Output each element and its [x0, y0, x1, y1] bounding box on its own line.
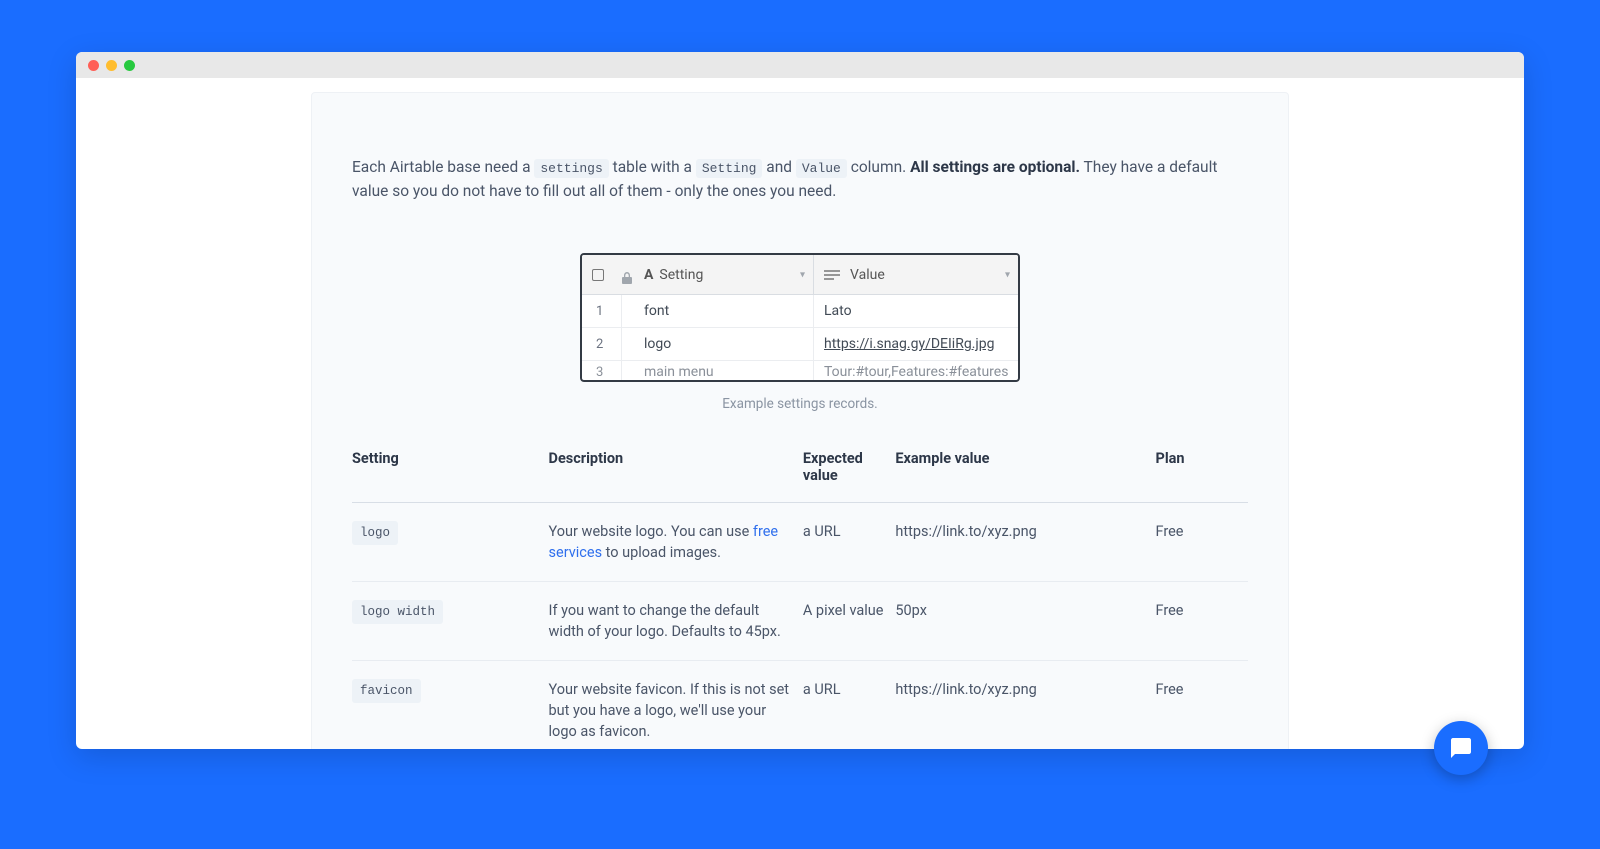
cell-description: If you want to change the default width … — [549, 582, 803, 661]
longtext-icon — [824, 269, 840, 281]
cell-setting-name: favicon — [352, 661, 549, 749]
cell-setting[interactable]: logo — [622, 328, 814, 360]
select-all-checkbox[interactable] — [592, 269, 604, 281]
close-window-dot[interactable] — [88, 60, 99, 71]
cell-expected: a URL — [803, 661, 895, 749]
intro-text: Each Airtable base need a — [352, 158, 534, 176]
chat-button[interactable] — [1434, 721, 1488, 775]
intro-text: table with a — [609, 158, 696, 176]
cell-expected: a URL — [803, 503, 895, 582]
th-description: Description — [549, 442, 803, 503]
airtable-row-partial: 3main menuTour:#tour,Features:#features — [582, 361, 1018, 380]
table-row: logo width If you want to change the defa… — [352, 582, 1248, 661]
table-row: logo Your website logo. You can use free … — [352, 503, 1248, 582]
row-number: 1 — [582, 295, 622, 327]
airtable-header-value[interactable]: Value ▾ — [814, 255, 1018, 294]
cell-setting-name: logo width — [352, 582, 549, 661]
chevron-down-icon[interactable]: ▾ — [800, 269, 805, 280]
cell-setting[interactable]: font — [622, 295, 814, 327]
cell-example: 50px — [895, 582, 1155, 661]
cell-plan: Free — [1155, 661, 1248, 749]
table-row: favicon Your website favicon. If this is … — [352, 661, 1248, 749]
row-number: 3 — [582, 361, 622, 380]
cell-example: https://link.to/xyz.png — [895, 503, 1155, 582]
th-setting: Setting — [352, 442, 549, 503]
th-example: Example value — [895, 442, 1155, 503]
cell-setting: main menu — [622, 361, 814, 380]
intro-paragraph: Each Airtable base need a settings table… — [352, 155, 1248, 203]
cell-setting-name: logo — [352, 503, 549, 582]
table-header-row: Setting Description Expected value Examp… — [352, 442, 1248, 503]
setting-chip: logo — [352, 521, 398, 545]
cell-expected: A pixel value — [803, 582, 895, 661]
airtable-row[interactable]: 1fontLato — [582, 295, 1018, 328]
row-number: 2 — [582, 328, 622, 360]
th-expected: Expected value — [803, 442, 895, 503]
chat-icon — [1449, 736, 1473, 760]
cell-description: Your website favicon. If this is not set… — [549, 661, 803, 749]
window-titlebar — [76, 52, 1524, 78]
cell-plan: Free — [1155, 582, 1248, 661]
text-field-icon: A — [644, 267, 653, 283]
cell-value: Tour:#tour,Features:#features — [814, 361, 1018, 380]
setting-chip: logo width — [352, 600, 443, 624]
setting-chip: favicon — [352, 679, 421, 703]
example-caption: Example settings records. — [722, 396, 877, 412]
column-setting-label: Setting — [659, 267, 703, 283]
cell-value[interactable]: Lato — [814, 295, 1018, 327]
intro-text: column. — [847, 158, 910, 176]
chevron-down-icon[interactable]: ▾ — [1005, 269, 1010, 280]
maximize-window-dot[interactable] — [124, 60, 135, 71]
settings-table: Setting Description Expected value Examp… — [352, 442, 1248, 749]
value-link[interactable]: https://i.snag.gy/DEIiRg.jpg — [824, 336, 994, 352]
doc-panel: Each Airtable base need a settings table… — [311, 92, 1289, 749]
cell-description: Your website logo. You can use free serv… — [549, 503, 803, 582]
airtable-header-setting[interactable]: A Setting ▾ — [582, 255, 814, 294]
cell-value[interactable]: https://i.snag.gy/DEIiRg.jpg — [814, 328, 1018, 360]
intro-text: and — [762, 158, 795, 176]
column-value-label: Value — [850, 267, 885, 283]
airtable-row[interactable]: 2logo https://i.snag.gy/DEIiRg.jpg — [582, 328, 1018, 361]
th-plan: Plan — [1155, 442, 1248, 503]
description-link[interactable]: free services — [549, 523, 779, 561]
cell-plan: Free — [1155, 503, 1248, 582]
code-settings: settings — [534, 159, 608, 178]
code-setting-col: Setting — [696, 159, 763, 178]
lock-icon — [622, 269, 632, 281]
airtable-header: A Setting ▾ Value ▾ — [582, 255, 1018, 295]
example-wrapper: A Setting ▾ Value ▾ 1fontLato2logohtt — [352, 253, 1248, 412]
content-area: Each Airtable base need a settings table… — [76, 78, 1524, 749]
cell-example: https://link.to/xyz.png — [895, 661, 1155, 749]
browser-window: Each Airtable base need a settings table… — [76, 52, 1524, 749]
code-value-col: Value — [796, 159, 847, 178]
minimize-window-dot[interactable] — [106, 60, 117, 71]
intro-bold: All settings are optional. — [910, 158, 1080, 176]
airtable-example: A Setting ▾ Value ▾ 1fontLato2logohtt — [580, 253, 1020, 382]
